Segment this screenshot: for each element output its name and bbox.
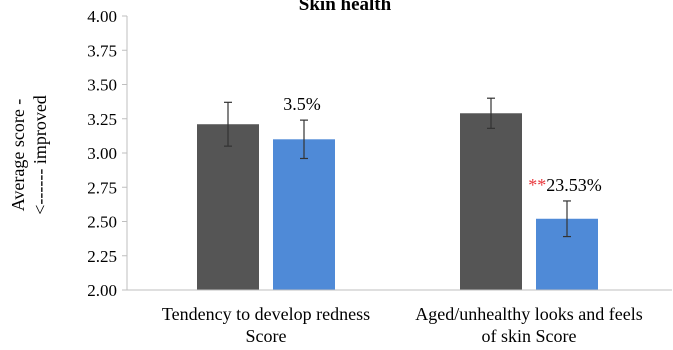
x-category-label: Aged/unhealthy looks and feels of skin Sc… <box>415 304 642 346</box>
x-category-label-line: Aged/unhealthy looks and feels <box>415 304 642 324</box>
y-tick-label: 2.50 <box>87 213 117 232</box>
error-bars <box>224 97 571 238</box>
chart-title: Skin health <box>299 0 392 15</box>
bar-annotation: 3.5% <box>283 94 321 114</box>
y-tick-label: 2.00 <box>87 281 117 300</box>
y-axis-ticks: 2.00 2.25 2.50 2.75 3.00 3.25 3.50 3.75 4.00 <box>87 7 127 300</box>
x-axis-labels: Tendency to develop redness Score Aged/unh… <box>162 304 643 346</box>
bar-annotations: 3.5% **23.53% <box>283 94 602 195</box>
bar-annotation: **23.53% <box>528 175 602 195</box>
bar <box>460 113 522 291</box>
y-tick-label: 3.50 <box>87 76 117 95</box>
y-tick-label: 4.00 <box>87 7 117 26</box>
y-tick-label: 3.00 <box>87 144 117 163</box>
y-axis-title-line: <------ improved <box>30 95 50 215</box>
axes <box>126 16 672 291</box>
x-category-label: Tendency to develop redness Score <box>162 304 370 346</box>
bars <box>197 113 598 291</box>
y-tick-label: 2.25 <box>87 247 117 266</box>
significance-stars: ** <box>528 175 546 195</box>
y-axis-title-line: Average score - <box>8 99 28 212</box>
percent-change: 23.53% <box>546 175 602 195</box>
x-category-label-line: Tendency to develop redness <box>162 304 370 324</box>
bar <box>197 124 259 290</box>
y-axis-label: Average score - <------ improved <box>8 95 50 215</box>
x-category-label-line: Score <box>246 326 287 346</box>
y-tick-label: 2.75 <box>87 178 117 197</box>
y-tick-label: 3.75 <box>87 41 117 60</box>
y-axis-title: Average score - <------ improved <box>8 95 50 215</box>
bar <box>273 139 335 290</box>
x-category-label-line: of skin Score <box>482 326 577 346</box>
percent-change: 3.5% <box>283 94 321 114</box>
y-tick-label: 3.25 <box>87 110 117 129</box>
